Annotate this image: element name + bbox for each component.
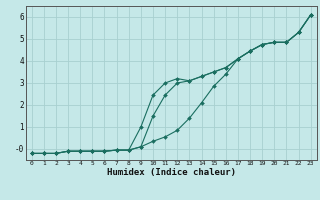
X-axis label: Humidex (Indice chaleur): Humidex (Indice chaleur) bbox=[107, 168, 236, 177]
